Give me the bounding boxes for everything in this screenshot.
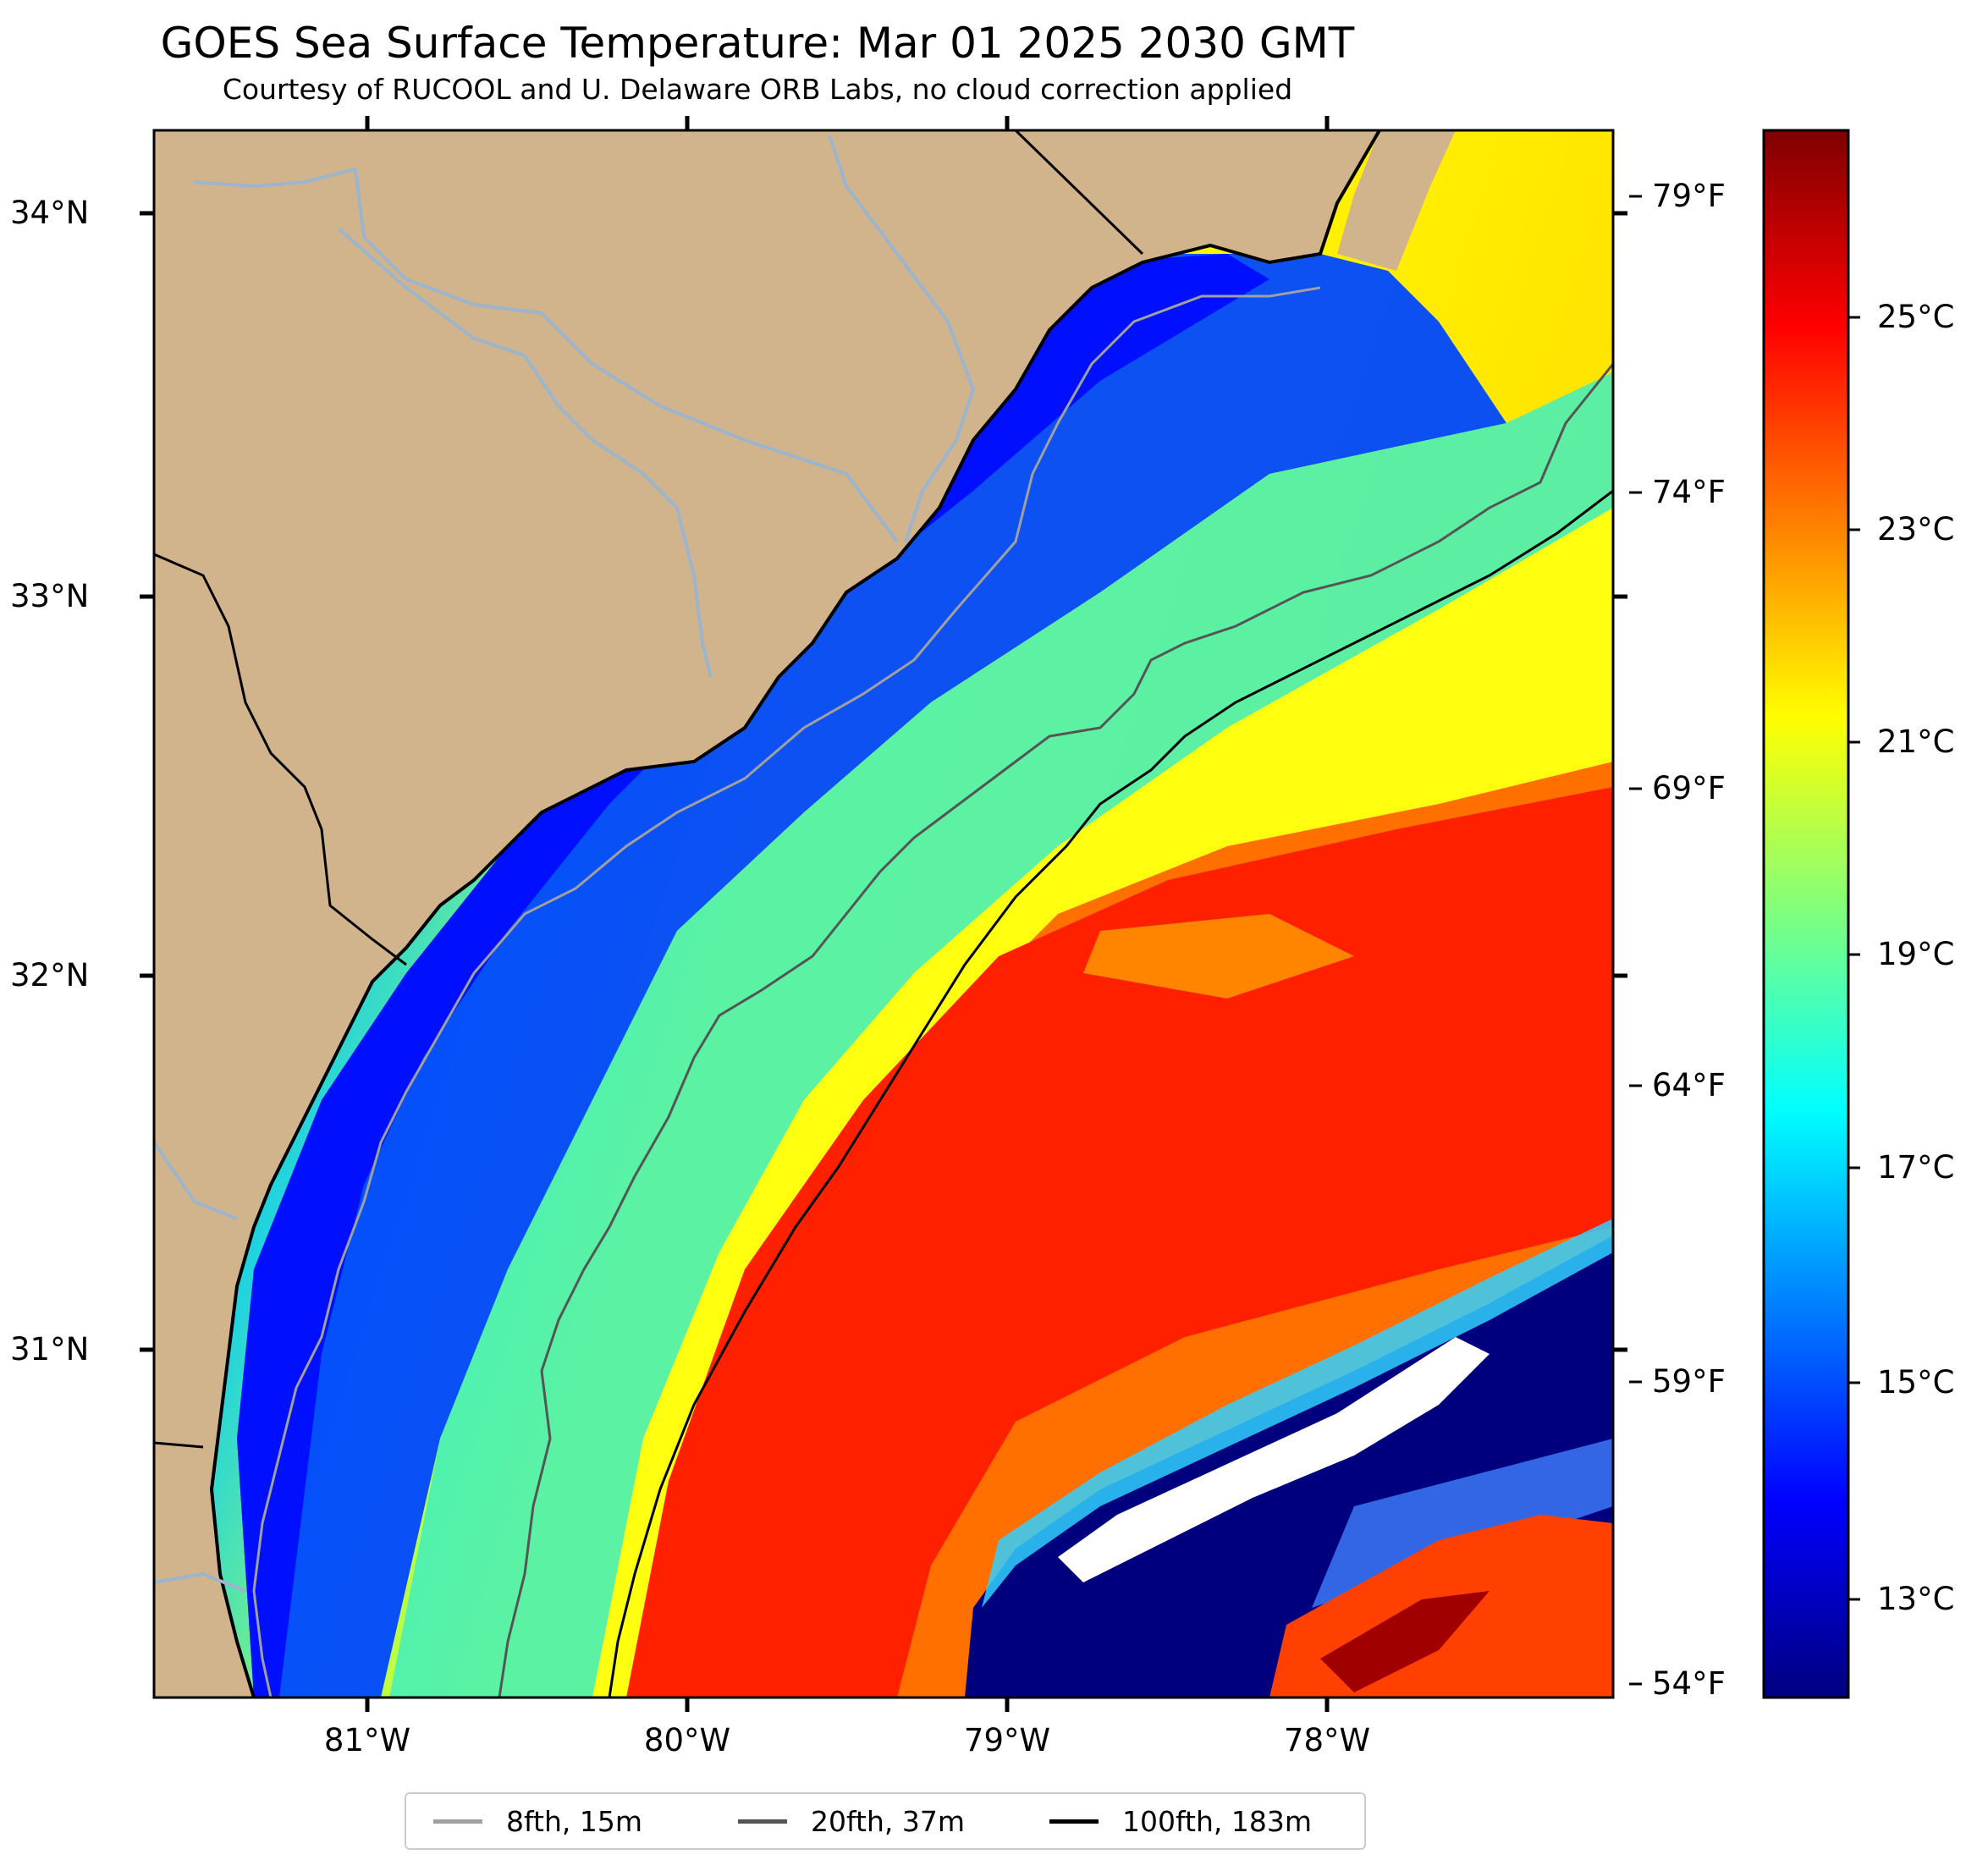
legend-swatch-20fth	[738, 1819, 787, 1824]
legend-swatch-8fth	[433, 1819, 482, 1824]
colorbar	[1762, 129, 1850, 1699]
fahrenheit-label-74f: 74°F	[1652, 474, 1726, 510]
legend-item-8fth: 8fth, 15m	[433, 1794, 642, 1848]
map-subtitle: Courtesy of RUCOOL and U. Delaware ORB L…	[222, 73, 1293, 106]
fahrenheit-label-59f: 59°F	[1652, 1363, 1726, 1400]
legend-swatch-100fth	[1049, 1819, 1099, 1824]
axis-ticks	[140, 116, 1627, 1712]
lat-label-33n: 33°N	[10, 578, 90, 614]
fahrenheit-label-69f: 69°F	[1652, 770, 1726, 806]
legend-item-20fth: 20fth, 37m	[738, 1794, 965, 1848]
lon-label-78w: 78°W	[1283, 1722, 1371, 1758]
lon-label-79w: 79°W	[963, 1722, 1051, 1758]
land-area	[154, 130, 1379, 1698]
map-frame	[152, 129, 1615, 1699]
lat-label-32n: 32°N	[10, 957, 90, 993]
legend-item-100fth: 100fth, 183m	[1049, 1794, 1312, 1848]
lon-label-81w: 81°W	[323, 1722, 411, 1758]
legend-label-100fth: 100fth, 183m	[1122, 1804, 1312, 1838]
rivers	[154, 135, 976, 1593]
lon-label-80w: 80°W	[643, 1722, 731, 1758]
colorbar-label-25c: 25°C	[1877, 299, 1955, 335]
fahrenheit-label-64f: 64°F	[1652, 1067, 1726, 1103]
contour-20fth	[498, 363, 1613, 1698]
fahrenheit-label-79f: 79°F	[1652, 178, 1726, 214]
colorbar-label-13c: 13°C	[1877, 1581, 1955, 1617]
coastline	[209, 130, 1381, 1698]
legend-label-20fth: 20fth, 37m	[811, 1804, 965, 1838]
colorbar-label-15c: 15°C	[1877, 1364, 1955, 1400]
map-title: GOES Sea Surface Temperature: Mar 01 202…	[160, 19, 1355, 68]
sst-field	[154, 130, 1613, 1698]
lat-label-34n: 34°N	[10, 195, 90, 231]
state-border	[154, 130, 1144, 966]
contour-100fth	[608, 489, 1613, 1698]
colorbar-ticks	[1848, 316, 1860, 1601]
fahrenheit-label-54f: 54°F	[1652, 1665, 1726, 1702]
lat-label-31n: 31°N	[10, 1331, 90, 1367]
colorbar-label-17c: 17°C	[1877, 1149, 1955, 1186]
colorbar-label-21c: 21°C	[1877, 724, 1955, 760]
legend-label-8fth: 8fth, 15m	[506, 1804, 643, 1838]
contour-8fth	[252, 286, 1321, 1698]
map-legend: 8fth, 15m 20fth, 37m 100fth, 183m	[405, 1792, 1366, 1850]
colorbar-label-19c: 19°C	[1877, 936, 1955, 972]
fahrenheit-ticks	[1629, 195, 1642, 1686]
colorbar-label-23c: 23°C	[1877, 511, 1955, 548]
